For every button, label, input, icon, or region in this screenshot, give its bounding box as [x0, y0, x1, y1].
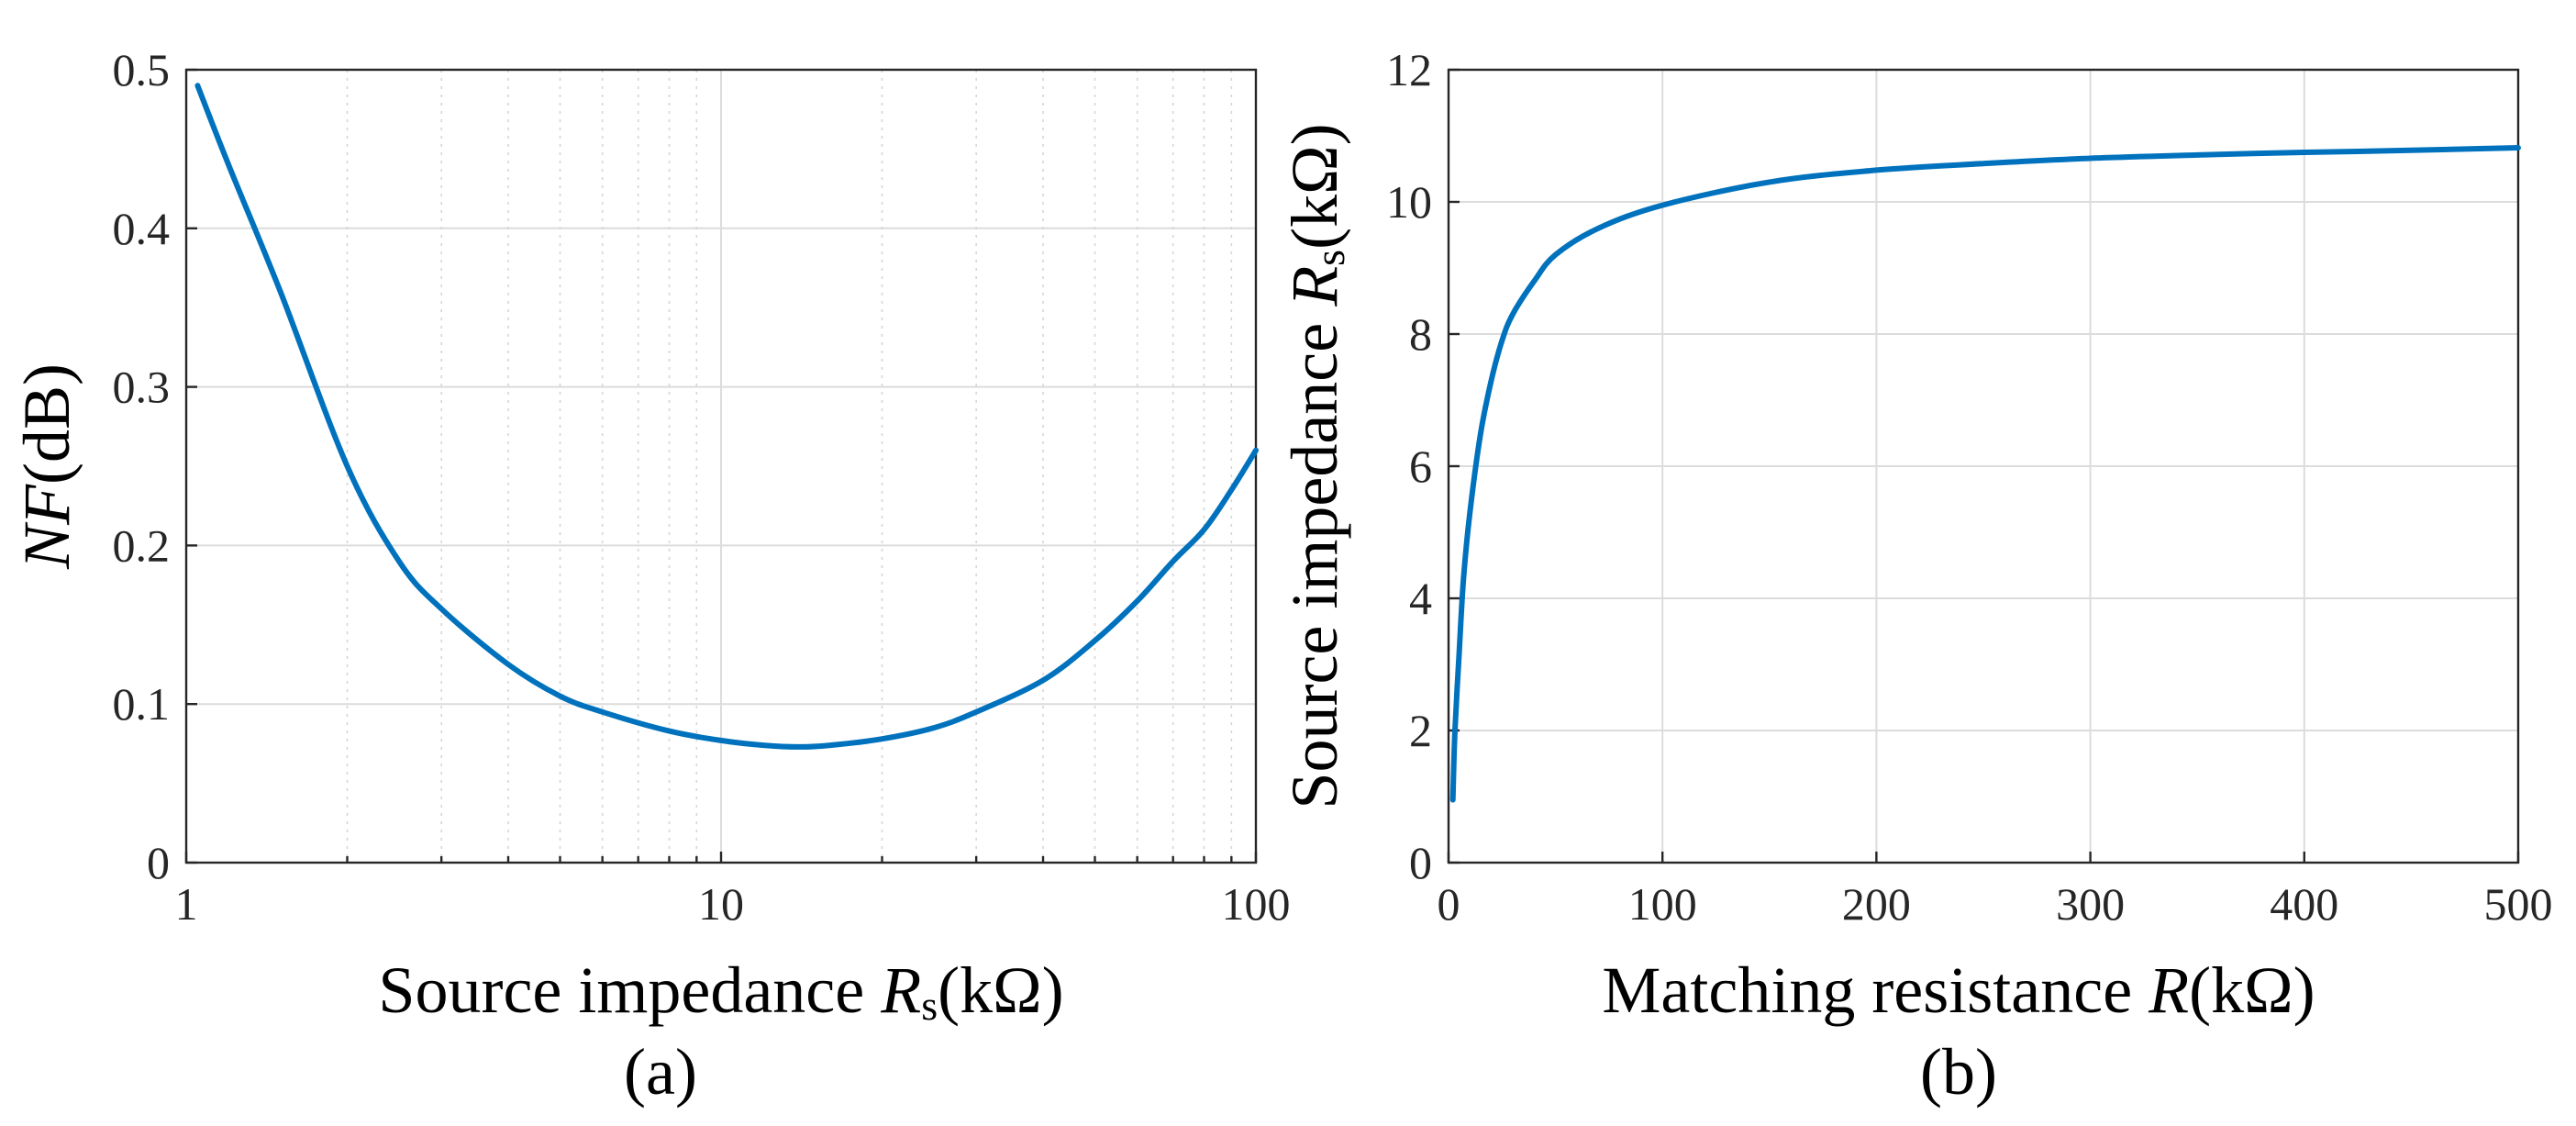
x-tick-label: 100 [1628, 878, 1697, 930]
x-tick-label: 0 [1438, 878, 1460, 930]
y-tick-label: 8 [1409, 308, 1432, 360]
x-tick-label: 1 [175, 878, 198, 930]
y-tick-label: 0 [1409, 837, 1432, 888]
y-tick-label: 4 [1409, 573, 1432, 624]
y-tick-label: 6 [1409, 440, 1432, 492]
x-tick-label: 10 [698, 878, 744, 930]
panel-a-grid [186, 70, 1256, 863]
x-tick-label: 100 [1222, 878, 1291, 930]
panel-b-x-axis-label: Matching resistance R(kΩ) [1602, 953, 2315, 1027]
y-tick-label: 10 [1386, 176, 1432, 228]
panel-a-nf-curve [194, 83, 1259, 750]
panel-b-rs-curve [1449, 145, 2521, 803]
x-tick-label: 300 [2056, 878, 2125, 930]
panel-b-grid [1449, 70, 2518, 863]
y-tick-label: 0 [147, 837, 170, 888]
panel-a-nf-vs-source-impedance: 1 10 100 0 0.1 0.2 0.3 0.4 0.5 Source impedance … [10, 44, 1291, 1109]
panel-a-x-axis-label: Source impedance Rs(kΩ) [378, 953, 1063, 1029]
x-tick-label: 200 [1842, 878, 1911, 930]
panel-a-caption: (a) [624, 1035, 697, 1109]
panel-a-y-axis-label: NF(dB) [10, 363, 83, 570]
y-tick-label: 0.4 [113, 203, 171, 254]
panel-b-y-axis-label: Source impedance Rs(kΩ) [1278, 123, 1353, 808]
y-tick-label: 12 [1386, 44, 1432, 95]
panel-b-rs-vs-matching-resistance: 0 100 200 300 400 500 0 2 4 6 8 10 12 Matching resis… [1278, 44, 2553, 1109]
y-tick-label: 0.1 [113, 678, 171, 730]
y-tick-label: 0.3 [113, 362, 171, 413]
y-tick-label: 0.2 [113, 519, 171, 571]
y-tick-label: 2 [1409, 705, 1432, 756]
panel-b-caption: (b) [1920, 1035, 1997, 1109]
x-tick-label: 500 [2484, 878, 2553, 930]
panel-a-ticks: 1 10 100 0 0.1 0.2 0.3 0.4 0.5 [113, 44, 1291, 930]
x-tick-label: 400 [2270, 878, 2338, 930]
panel-b-ticks: 0 100 200 300 400 500 0 2 4 6 8 10 12 [1386, 44, 2553, 930]
y-tick-label: 0.5 [113, 44, 171, 95]
